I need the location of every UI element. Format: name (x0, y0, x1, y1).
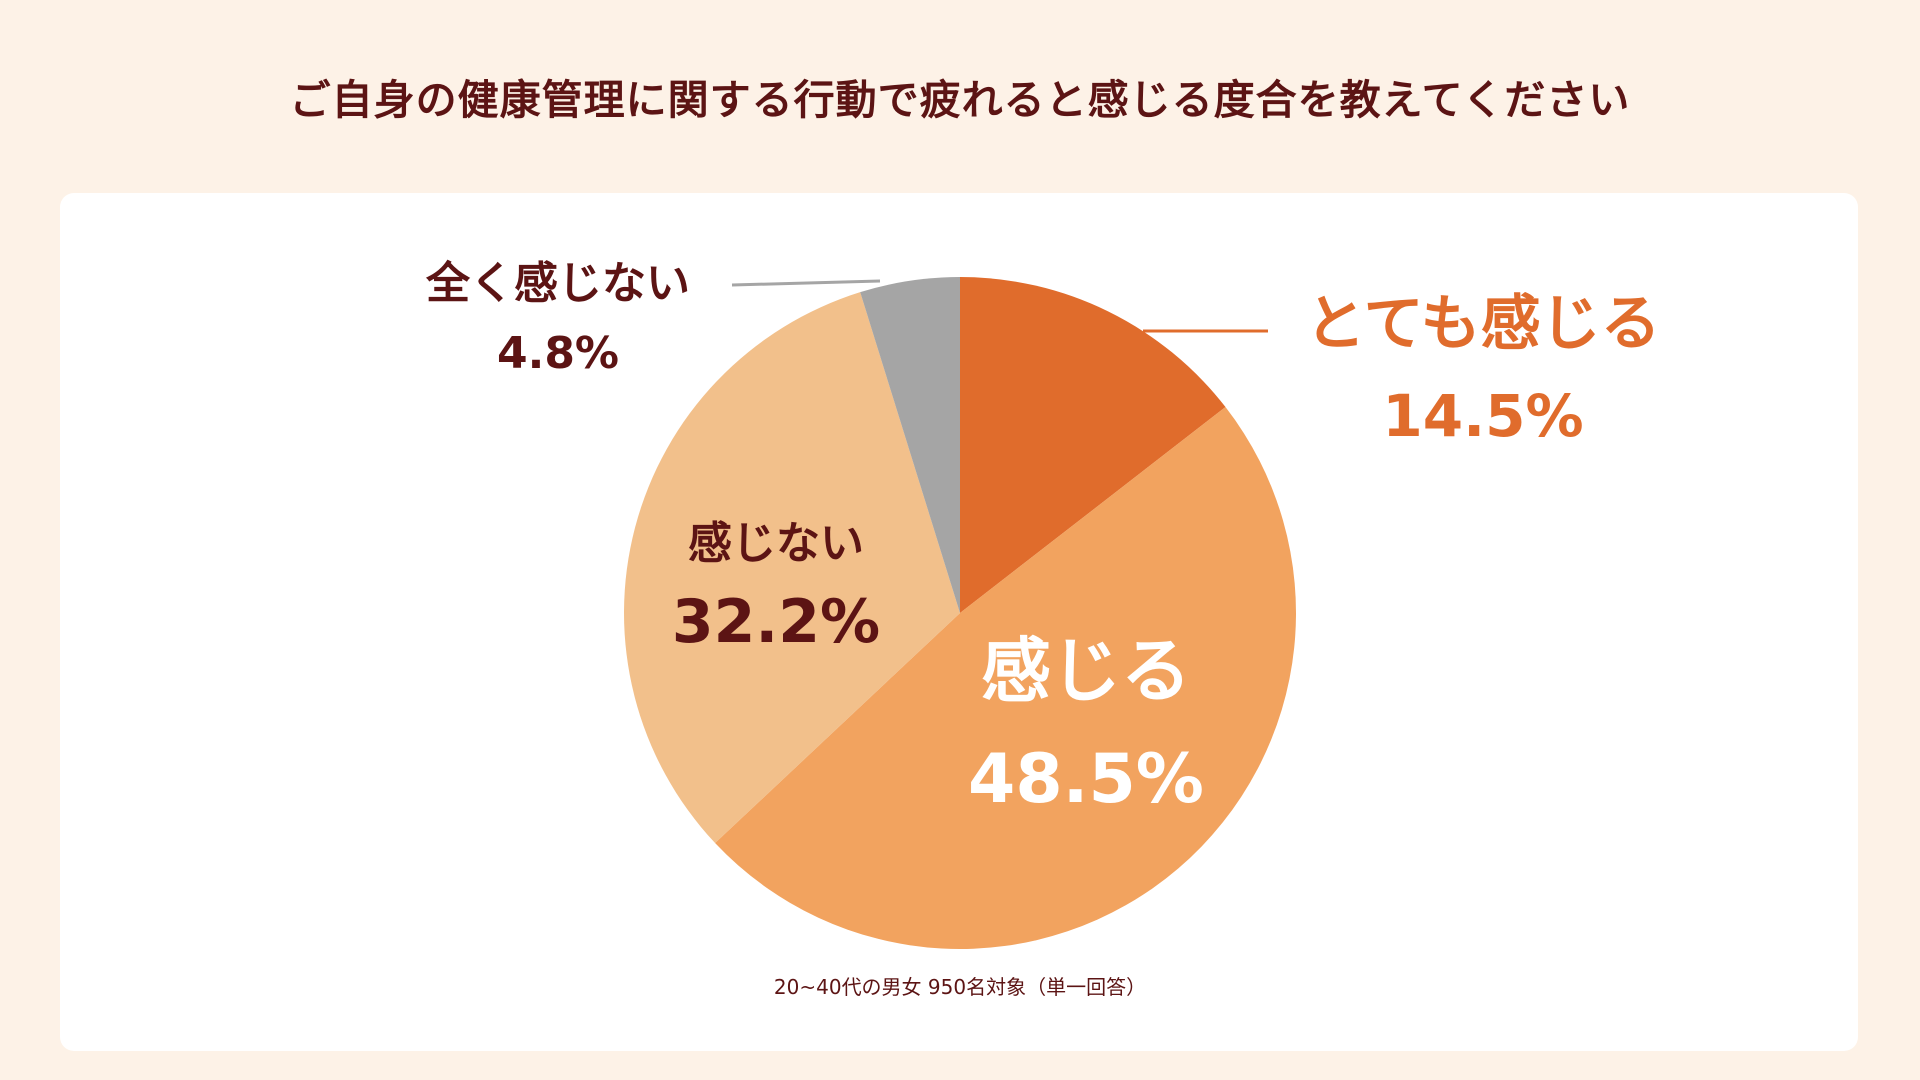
pie-slice-feel (715, 407, 1296, 949)
slice-value-feel: 48.5% (968, 740, 1204, 819)
slice-label-not: 感じない (688, 518, 864, 569)
slice-value-not: 32.2% (672, 587, 880, 657)
pie-slice-very (960, 277, 1226, 613)
pie-slice-not (624, 292, 960, 844)
leader-lines (731, 279, 1268, 333)
slice-label-feel: 感じる (981, 630, 1191, 712)
pie-slices (624, 277, 1296, 949)
slice-value-very: 14.5% (1382, 382, 1583, 450)
leader-line-none (731, 279, 881, 287)
pie-slice-none (860, 277, 960, 613)
footnote: 20~40代の男女 950名対象（単一回答） (773, 975, 1147, 999)
slice-value-none: 4.8% (497, 328, 619, 379)
chart-title: ご自身の健康管理に関する行動で疲れると感じる度合を教えてください (289, 76, 1631, 124)
slice-label-very: とても感じる (1305, 289, 1660, 359)
slice-label-none: 全く感じない (425, 258, 690, 309)
